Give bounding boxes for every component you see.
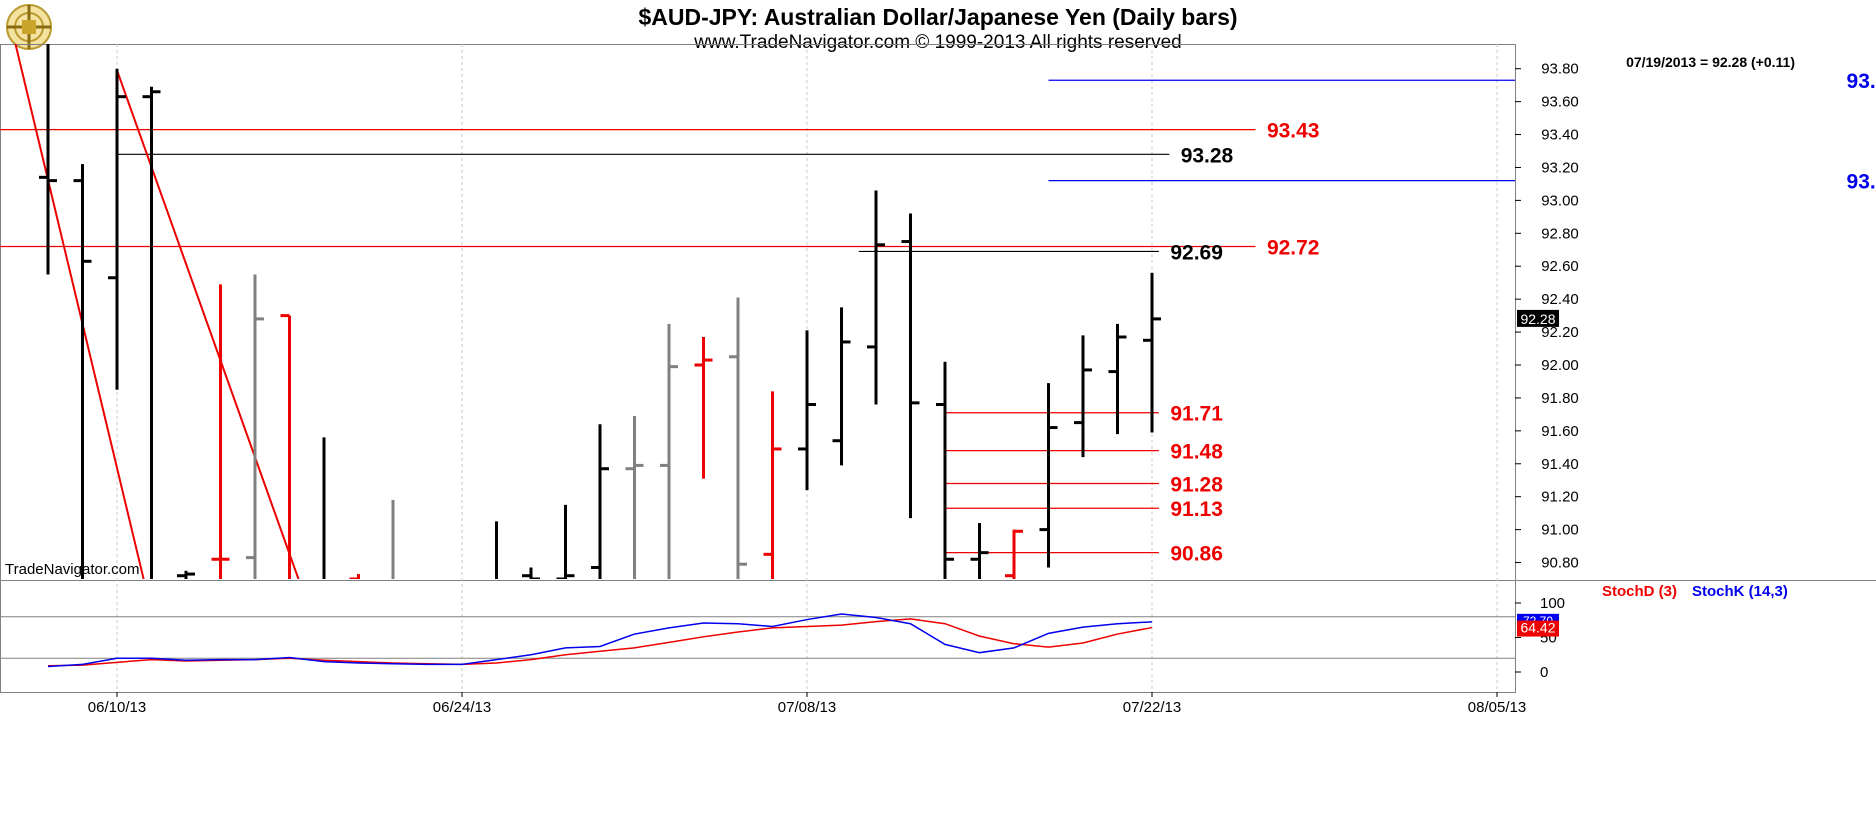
level-label-93.43: 93.43 [1267,120,1320,143]
ohlc-bar [349,574,360,579]
ohlc-bar [729,297,747,579]
last-price-label: 92.28 [1520,311,1555,327]
x-tick-label: 06/10/13 [88,699,146,716]
stoch-k-line [47,613,1153,668]
ohlc-bar [522,567,540,579]
stoch-d-last-label: 64.42 [1520,620,1555,636]
ohlc-bar [495,521,498,579]
price-tick-label: 92.20 [1541,324,1579,341]
ohlc-bar [108,68,126,390]
ohlc-bar [763,391,782,579]
stoch-d-legend: StochD (3) [1602,583,1677,600]
price-tick-label: 91.40 [1541,456,1579,473]
level-label-92.72: 92.72 [1267,236,1320,259]
ohlc-bar [246,274,264,579]
ohlc-bar [391,499,395,579]
ohlc-bar [625,416,644,579]
ohlc-bar [556,504,575,579]
price-tick-label: 92.40 [1541,291,1579,308]
price-tick-label: 91.60 [1541,423,1579,440]
level-label-91.13: 91.13 [1170,498,1223,521]
price-y-axis: 90.80 91.00 91.20 91.40 91.60 91.80 92.00 92.20… [1515,61,1579,572]
stoch-panel [0,613,1515,668]
stoch-d-last-box [1517,620,1559,637]
level-label-93.28: 93.28 [1181,144,1234,167]
x-tick-label: 08/05/13 [1468,699,1526,716]
stoch-tick-label: 100 [1540,595,1565,612]
ohlc-bar [832,307,851,466]
trendline [116,70,300,579]
ohlc-bar [1108,323,1127,435]
price-tick-label: 91.80 [1541,390,1579,407]
stoch-k-legend: StochK (14,3) [1692,583,1788,600]
price-panel [0,44,1515,579]
level-label-92.69: 92.69 [1170,241,1223,264]
price-tick-label: 91.20 [1541,489,1579,506]
ohlc-bar [280,314,291,579]
price-tick-label: 92.00 [1541,357,1579,374]
stoch-tick-label: 0 [1540,664,1548,681]
level-label-91.71: 91.71 [1170,403,1223,426]
ohlc-bar [798,330,816,491]
price-info-line: 07/19/2013 = 92.28 (+0.11) [1626,54,1795,70]
price-tick-label: 92.80 [1541,225,1579,242]
level-label-90.86: 90.86 [1170,543,1223,566]
chart-subtitle: www.TradeNavigator.com © 1999-2013 All r… [694,32,1182,53]
ohlc-bar [1143,272,1161,433]
x-tick-label: 06/24/13 [433,699,491,716]
chart-title: $AUD-JPY: Australian Dollar/Japanese Yen… [638,4,1238,30]
ohlc-bar [142,86,161,579]
ohlc-bar [177,570,195,579]
ohlc-bar [322,437,326,579]
ohlc-bar [867,190,885,405]
ohlc-bar [901,213,920,519]
ohlc-bar [1005,529,1023,579]
price-tick-label: 93.40 [1541,127,1579,144]
ohlc-bar [591,424,609,579]
ohlc-bar [694,337,713,479]
last-price-box [1517,309,1559,327]
ohlc-bar [1074,335,1092,458]
watermark-text: TradeNavigator.com [5,561,140,578]
level-label-91.28: 91.28 [1170,474,1223,497]
price-tick-label: 93.20 [1541,159,1579,176]
ohlc-bar [211,284,230,579]
ohlc-bar [73,164,92,579]
ohlc-bar [970,523,989,579]
ohlc-bar [1039,383,1058,568]
x-tick-label: 07/08/13 [778,699,836,716]
ohlc-bar [660,323,678,579]
price-tick-label: 93.60 [1541,94,1579,111]
price-tick-label: 90.80 [1541,555,1579,572]
level-label-93.12: 93.12 [1847,171,1876,194]
x-tick-label: 07/22/13 [1123,699,1181,716]
price-tick-label: 91.00 [1541,522,1579,539]
ohlc-bar [936,361,954,579]
ohlc-bar [39,44,57,275]
level-label-93.73: 93.73 [1847,70,1876,93]
price-tick-label: 93.00 [1541,192,1579,209]
stoch-d-line [47,618,1153,667]
price-tick-label: 93.80 [1541,61,1579,78]
price-tick-label: 92.60 [1541,258,1579,275]
trade-navigator-logo-icon [6,4,52,50]
level-label-91.48: 91.48 [1170,441,1223,464]
